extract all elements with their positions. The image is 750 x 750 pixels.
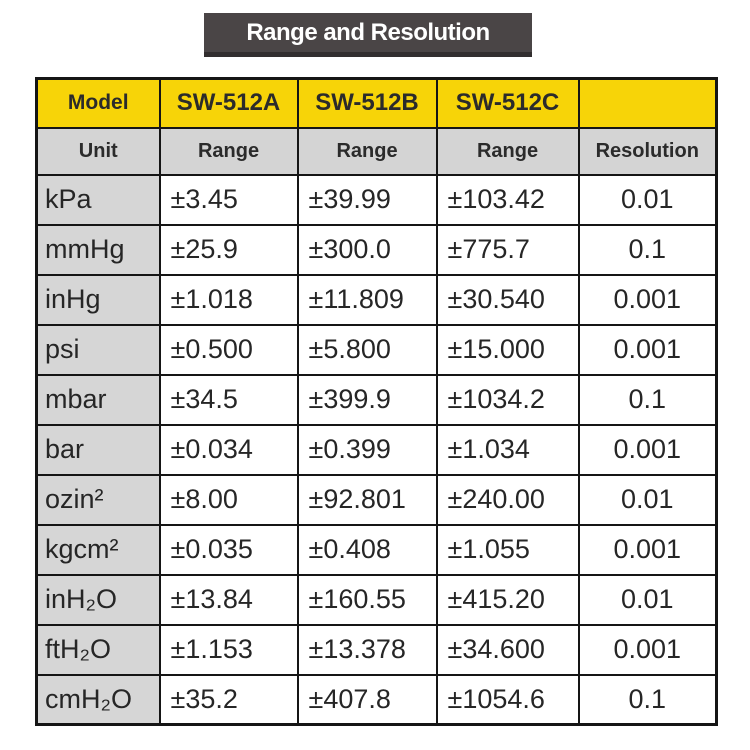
range-c-cell: ±30.540 (435, 273, 580, 326)
range-c-cell: ±415.20 (435, 573, 580, 626)
table-row-mbar: mbar ±34.5 ±399.9 ±1034.2 0.1 (35, 373, 718, 426)
range-c-cell: ±1054.6 (435, 673, 580, 726)
table-row-cmh2o: cmH₂O ±35.2 ±407.8 ±1054.6 0.1 (35, 673, 718, 726)
resolution-cell: 0.01 (577, 573, 718, 626)
resolution-cell: 0.01 (577, 473, 718, 526)
range-c-cell: ±1034.2 (435, 373, 580, 426)
model-sw512c-cell: SW-512C (435, 77, 580, 129)
range-c-cell: ±1.034 (435, 423, 580, 476)
range-a-cell: ±3.45 (158, 173, 299, 226)
section-title-label: Range and Resolution (246, 18, 490, 46)
range-a-cell: ±25.9 (158, 223, 299, 276)
range-a-cell: ±0.035 (158, 523, 299, 576)
unit-cell: bar (35, 423, 161, 476)
range-a-cell: ±1.153 (158, 623, 299, 676)
range-c-header-cell: Range (435, 126, 580, 176)
range-c-cell: ±1.055 (435, 523, 580, 576)
resolution-cell: 0.1 (577, 673, 718, 726)
range-c-cell: ±34.600 (435, 623, 580, 676)
table-row-kgcm2: kgcm² ±0.035 ±0.408 ±1.055 0.001 (35, 523, 718, 576)
range-b-cell: ±399.9 (296, 373, 438, 426)
range-resolution-table: Model SW-512A SW-512B SW-512C Unit Range… (35, 77, 718, 726)
range-a-cell: ±13.84 (158, 573, 299, 626)
table-row-inhg: inHg ±1.018 ±11.809 ±30.540 0.001 (35, 273, 718, 326)
resolution-cell: 0.01 (577, 173, 718, 226)
resolution-cell: 0.1 (577, 223, 718, 276)
table-row-mmhg: mmHg ±25.9 ±300.0 ±775.7 0.1 (35, 223, 718, 276)
range-a-cell: ±1.018 (158, 273, 299, 326)
range-b-cell: ±11.809 (296, 273, 438, 326)
range-b-header-cell: Range (296, 126, 438, 176)
range-b-cell: ±13.378 (296, 623, 438, 676)
model-header-row: Model SW-512A SW-512B SW-512C (35, 77, 718, 129)
unit-cell: kgcm² (35, 523, 161, 576)
range-c-cell: ±103.42 (435, 173, 580, 226)
range-c-cell: ±240.00 (435, 473, 580, 526)
model-empty-cell (577, 77, 718, 129)
range-b-cell: ±407.8 (296, 673, 438, 726)
range-a-cell: ±0.500 (158, 323, 299, 376)
range-b-cell: ±5.800 (296, 323, 438, 376)
table-row-ozin2: ozin² ±8.00 ±92.801 ±240.00 0.01 (35, 473, 718, 526)
unit-cell: inHg (35, 273, 161, 326)
table-row-fth2o: ftH₂O ±1.153 ±13.378 ±34.600 0.001 (35, 623, 718, 676)
section-title-banner: Range and Resolution (204, 13, 532, 57)
unit-cell: mmHg (35, 223, 161, 276)
unit-cell: mbar (35, 373, 161, 426)
model-header-cell: Model (35, 77, 161, 129)
resolution-cell: 0.001 (577, 523, 718, 576)
table-row-inh2o: inH₂O ±13.84 ±160.55 ±415.20 0.01 (35, 573, 718, 626)
range-c-cell: ±15.000 (435, 323, 580, 376)
range-a-cell: ±0.034 (158, 423, 299, 476)
resolution-cell: 0.001 (577, 323, 718, 376)
table-row-bar: bar ±0.034 ±0.399 ±1.034 0.001 (35, 423, 718, 476)
resolution-cell: 0.001 (577, 273, 718, 326)
model-sw512a-cell: SW-512A (158, 77, 299, 129)
model-sw512b-cell: SW-512B (296, 77, 438, 129)
table-row-kpa: kPa ±3.45 ±39.99 ±103.42 0.01 (35, 173, 718, 226)
range-b-cell: ±300.0 (296, 223, 438, 276)
unit-cell: inH₂O (35, 573, 161, 626)
range-b-cell: ±92.801 (296, 473, 438, 526)
range-c-cell: ±775.7 (435, 223, 580, 276)
resolution-header-cell: Resolution (577, 126, 718, 176)
unit-cell: ozin² (35, 473, 161, 526)
resolution-cell: 0.1 (577, 373, 718, 426)
range-b-cell: ±160.55 (296, 573, 438, 626)
unit-cell: psi (35, 323, 161, 376)
resolution-cell: 0.001 (577, 623, 718, 676)
range-a-cell: ±35.2 (158, 673, 299, 726)
range-a-cell: ±34.5 (158, 373, 299, 426)
unit-cell: cmH₂O (35, 673, 161, 726)
range-b-cell: ±39.99 (296, 173, 438, 226)
resolution-cell: 0.001 (577, 423, 718, 476)
unit-header-cell: Unit (35, 126, 161, 176)
range-b-cell: ±0.399 (296, 423, 438, 476)
unit-header-row: Unit Range Range Range Resolution (35, 126, 718, 176)
table-row-psi: psi ±0.500 ±5.800 ±15.000 0.001 (35, 323, 718, 376)
range-a-header-cell: Range (158, 126, 299, 176)
unit-cell: ftH₂O (35, 623, 161, 676)
range-b-cell: ±0.408 (296, 523, 438, 576)
range-a-cell: ±8.00 (158, 473, 299, 526)
unit-cell: kPa (35, 173, 161, 226)
